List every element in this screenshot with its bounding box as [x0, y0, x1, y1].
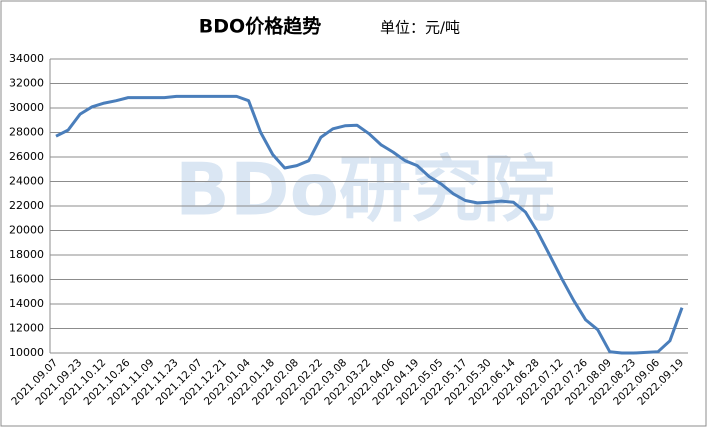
chart-title: BDO价格趋势 [199, 15, 321, 38]
y-tick-label: 24000 [9, 175, 44, 188]
y-tick-label: 10000 [9, 346, 44, 359]
y-tick-label: 32000 [9, 77, 44, 90]
y-tick-label: 20000 [9, 224, 44, 237]
y-tick-label: 26000 [9, 150, 44, 163]
y-tick-label: 18000 [9, 248, 44, 261]
y-tick-label: 28000 [9, 126, 44, 139]
y-tick-label: 34000 [9, 52, 44, 65]
line-series [55, 94, 684, 355]
y-tick-label: 30000 [9, 101, 44, 114]
y-tick-label: 22000 [9, 199, 44, 212]
y-tick-label: 12000 [9, 322, 44, 335]
y-tick-label: 16000 [9, 273, 44, 286]
y-tick-label: 14000 [9, 297, 44, 310]
chart-subtitle: 单位：元/吨 [380, 19, 460, 37]
watermark: BDo研究院 [175, 148, 555, 232]
